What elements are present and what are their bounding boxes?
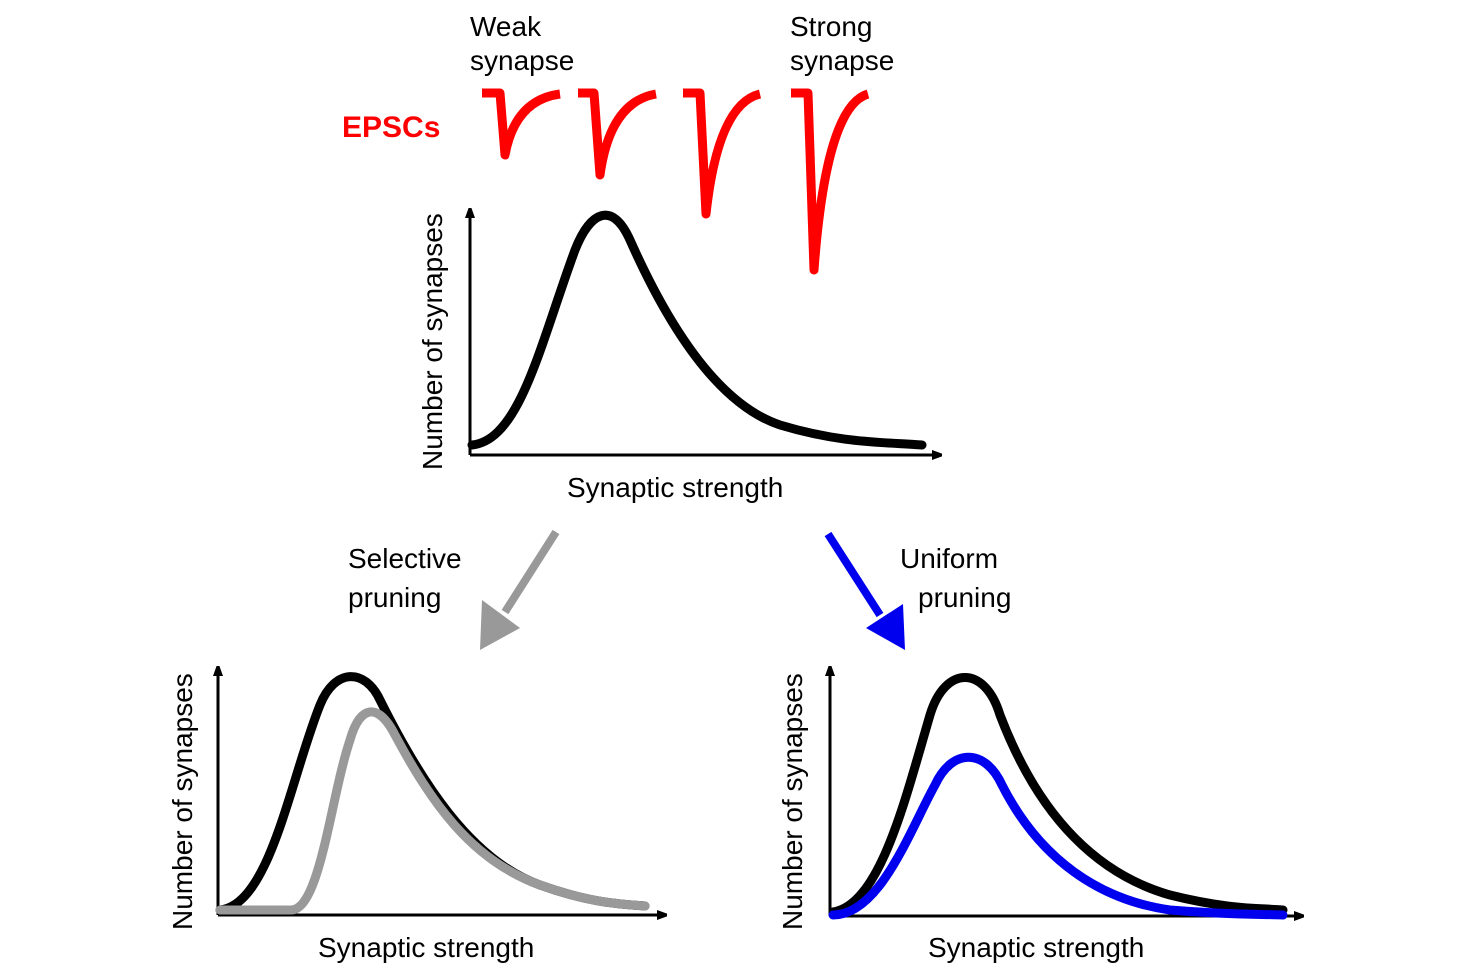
epsc-traces (482, 88, 870, 275)
selective-label-1: Selective (348, 543, 462, 574)
epsc-trace-2 (578, 88, 657, 180)
y-axis-label: Number of synapses (417, 213, 448, 470)
epsc-trace-3 (683, 88, 762, 219)
uniform-label-1: Uniform (900, 543, 998, 574)
y-axis-label: Number of synapses (167, 673, 198, 930)
y-axis-label: Number of synapses (777, 673, 808, 930)
epsc-trace-1 (482, 88, 561, 160)
epsc-trace-4 (791, 88, 870, 275)
weak-synapse-label-2: synapse (470, 45, 574, 76)
uniform-pruning-plot: Number of synapses Synaptic strength (777, 668, 1302, 963)
uniform-pruned-curve (828, 752, 1288, 920)
uniform-label-2: pruning (918, 582, 1011, 613)
selective-pruned-curve (215, 707, 650, 915)
selective-pruning-plot: Number of synapses Synaptic strength (167, 668, 665, 963)
baseline-curve (467, 210, 927, 450)
x-axis-label: Synaptic strength (567, 472, 783, 503)
original-curve (828, 673, 1288, 917)
selective-label-2: pruning (348, 582, 441, 613)
x-axis-label: Synaptic strength (928, 932, 1144, 963)
uniform-arrow (824, 531, 905, 650)
selective-arrow (480, 529, 560, 650)
epscs-label: EPSCs (342, 111, 440, 144)
strong-synapse-label-1: Strong (790, 11, 873, 42)
strong-synapse-label-2: synapse (790, 45, 894, 76)
top-plot: Number of synapses Synaptic strength (417, 210, 940, 503)
weak-synapse-label-1: Weak (470, 11, 542, 42)
x-axis-label: Synaptic strength (318, 932, 534, 963)
